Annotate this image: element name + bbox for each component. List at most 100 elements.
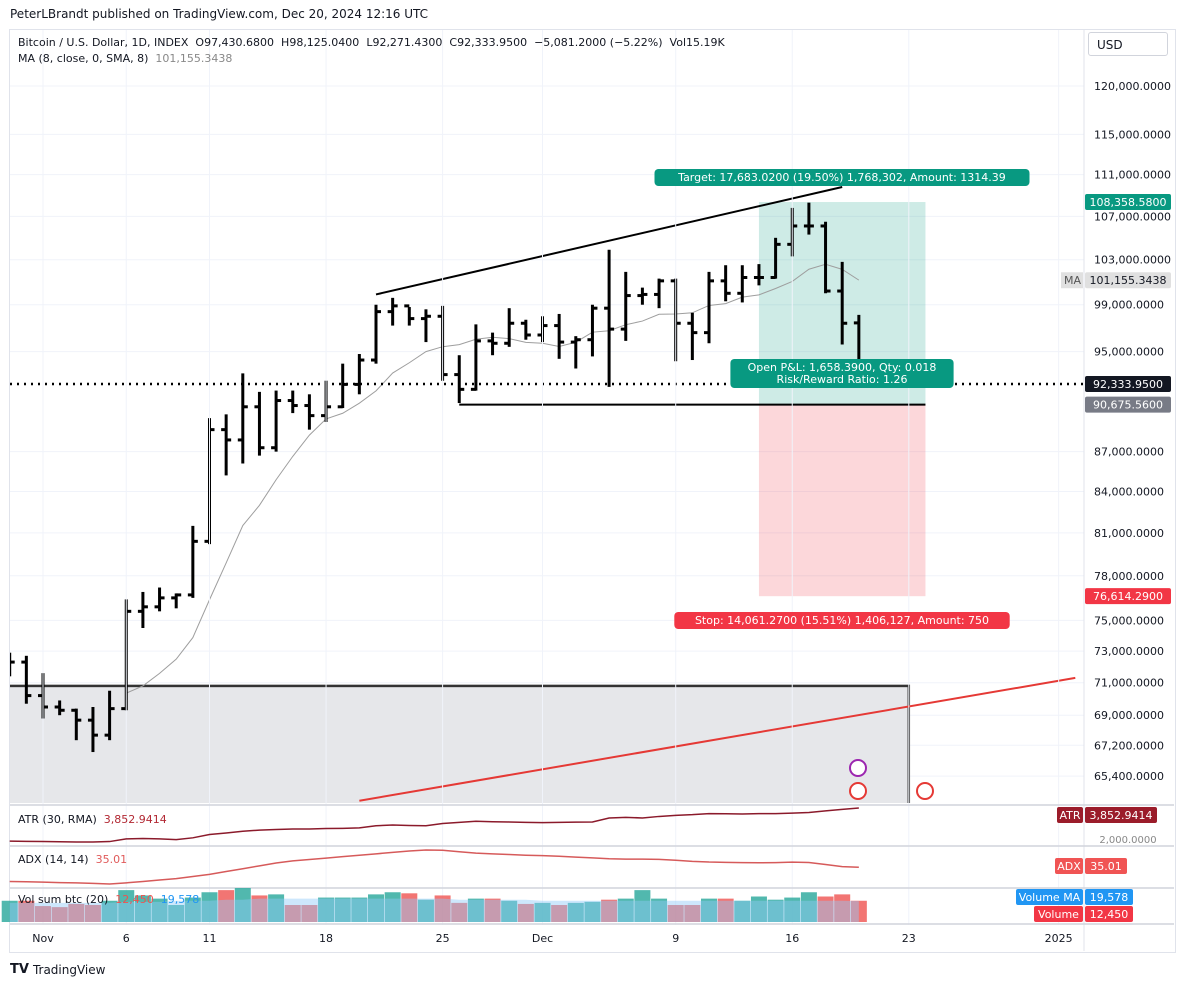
price-axis-label: 103,000.0000	[1094, 254, 1171, 267]
adx-value-tag-bg	[1085, 858, 1127, 874]
time-axis-label: 16	[785, 932, 799, 945]
adx-line	[9, 849, 859, 885]
volume-ma-value-tag-bg	[1085, 889, 1133, 905]
ohlc-bar	[470, 324, 481, 391]
ohlc-bar	[21, 655, 32, 704]
price-tag-bg	[1085, 588, 1171, 605]
ohlc-bar	[803, 202, 814, 235]
atr-axis-label: 2,000.0000	[1099, 835, 1156, 846]
volume-bar	[168, 905, 185, 922]
ohlc-bar	[287, 390, 298, 414]
tv-logo-icon: TV	[10, 962, 29, 977]
ohlc-bar	[271, 390, 282, 452]
price-tag: 101,155.3438	[1090, 274, 1167, 287]
volume-ma-tag: Volume MA	[1019, 891, 1081, 904]
ohlc-bar	[154, 587, 165, 612]
volume-bar	[800, 892, 817, 922]
ma-tag-prefix: MA	[1064, 274, 1081, 287]
ohlc-bar	[137, 591, 148, 628]
volume-bar	[501, 900, 518, 922]
ohlc-bar	[520, 319, 531, 340]
volume-ma-value: 19,578	[160, 893, 200, 906]
time-axis-label: 9	[672, 932, 679, 945]
ohlc-bar	[654, 278, 665, 309]
high-value: H98,125.0400	[281, 36, 360, 49]
ohlc-bar	[504, 308, 515, 347]
volume-ma-area	[9, 898, 859, 922]
trendline-red-trend	[359, 676, 1076, 802]
event-icon	[849, 759, 867, 777]
price-tag: 90,675.5600	[1093, 399, 1163, 412]
volume-bar	[134, 895, 151, 922]
volume-bar	[101, 900, 118, 922]
ma-value: 101,155.3438	[155, 52, 233, 65]
ohlc-bar	[820, 221, 831, 294]
price-axis-label: 99,000.0000	[1094, 299, 1164, 312]
price-axis-label: 69,000.0000	[1094, 709, 1164, 722]
volume-bar	[767, 899, 784, 922]
ohlc-bar	[554, 313, 565, 359]
price-axis-label: 75,000.0000	[1094, 614, 1164, 627]
adx-label: ADX (14, 14)	[18, 853, 89, 866]
time-axis-label: Nov	[32, 932, 54, 945]
adx-value-tag: 35.01	[1090, 860, 1122, 873]
price-axis-label: 65,400.0000	[1094, 770, 1164, 783]
volume-ma-value-tag: 19,578	[1090, 891, 1129, 904]
atr-label: ATR (30, RMA)	[18, 813, 97, 826]
trendline-upper	[375, 186, 843, 296]
ohlc-bar	[404, 304, 415, 326]
event-icon	[916, 782, 934, 800]
volume-bar	[634, 890, 651, 922]
volume-bar	[417, 899, 434, 922]
price-axis-label: 95,000.0000	[1094, 346, 1164, 359]
volume-bar	[817, 896, 834, 922]
volume-bar	[251, 895, 268, 922]
volume-value-label: 12,450	[115, 893, 154, 906]
ohlc-bar	[54, 700, 65, 716]
price-tag: 92,333.9500	[1093, 378, 1163, 391]
volume-bar	[651, 898, 668, 922]
time-axis-label: Dec	[532, 932, 553, 945]
price-axis-label: 120,000.0000	[1094, 80, 1171, 93]
pnl-label: Open P&L: 1,658.3900, Qty: 0.018	[748, 361, 937, 374]
ohlc-bar	[237, 373, 248, 464]
adx-tag: ADX	[1057, 860, 1081, 873]
tradingview-logo[interactable]: TV TradingView	[10, 962, 105, 977]
price-axis-label: 87,000.0000	[1094, 446, 1164, 459]
volume-bar	[84, 905, 101, 922]
volume-bar	[51, 907, 68, 922]
price-tag-bg	[1085, 396, 1171, 413]
time-axis-label: 18	[319, 932, 333, 945]
stop-label: Stop: 14,061.2700 (15.51%) 1,406,127, Am…	[695, 614, 989, 627]
ohlc-bar	[221, 414, 232, 476]
ohlc-bar	[304, 394, 315, 430]
ohlc-bar	[171, 593, 182, 609]
volume-legend[interactable]: Vol sum btc (20) 12,450 19,578	[18, 893, 199, 906]
adx-legend[interactable]: ADX (14, 14) 35.01	[18, 853, 127, 866]
ohlc-bar	[770, 237, 781, 279]
ohlc-bar	[570, 336, 581, 369]
currency-button[interactable]: USD	[1088, 32, 1168, 56]
ma-label[interactable]: MA (8, close, 0, SMA, 8)	[18, 52, 149, 65]
volume-bar	[201, 892, 218, 922]
event-icon	[849, 782, 867, 800]
volume-bar	[451, 902, 468, 922]
volume-bar	[484, 898, 501, 922]
ohlc-bar	[587, 304, 598, 357]
atr-tag-bg	[1057, 807, 1083, 823]
price-axis-label: 107,000.0000	[1094, 210, 1171, 223]
volume-bar	[850, 900, 867, 922]
atr-legend[interactable]: ATR (30, RMA) 3,852.9414	[18, 813, 167, 826]
volume-bar	[467, 898, 484, 922]
volume-bar	[318, 897, 335, 922]
price-axis-label: 81,000.0000	[1094, 527, 1164, 540]
symbol-title[interactable]: Bitcoin / U.S. Dollar, 1D, INDEX	[18, 36, 189, 49]
volume-bar	[268, 894, 285, 922]
volume-bar	[234, 888, 251, 922]
pnl-label: Risk/Reward Ratio: 1.26	[777, 373, 908, 386]
time-axis-label: 23	[902, 932, 916, 945]
time-axis-label: 2025	[1045, 932, 1073, 945]
volume-bar	[368, 894, 384, 922]
atr-tag: ATR	[1059, 809, 1080, 822]
